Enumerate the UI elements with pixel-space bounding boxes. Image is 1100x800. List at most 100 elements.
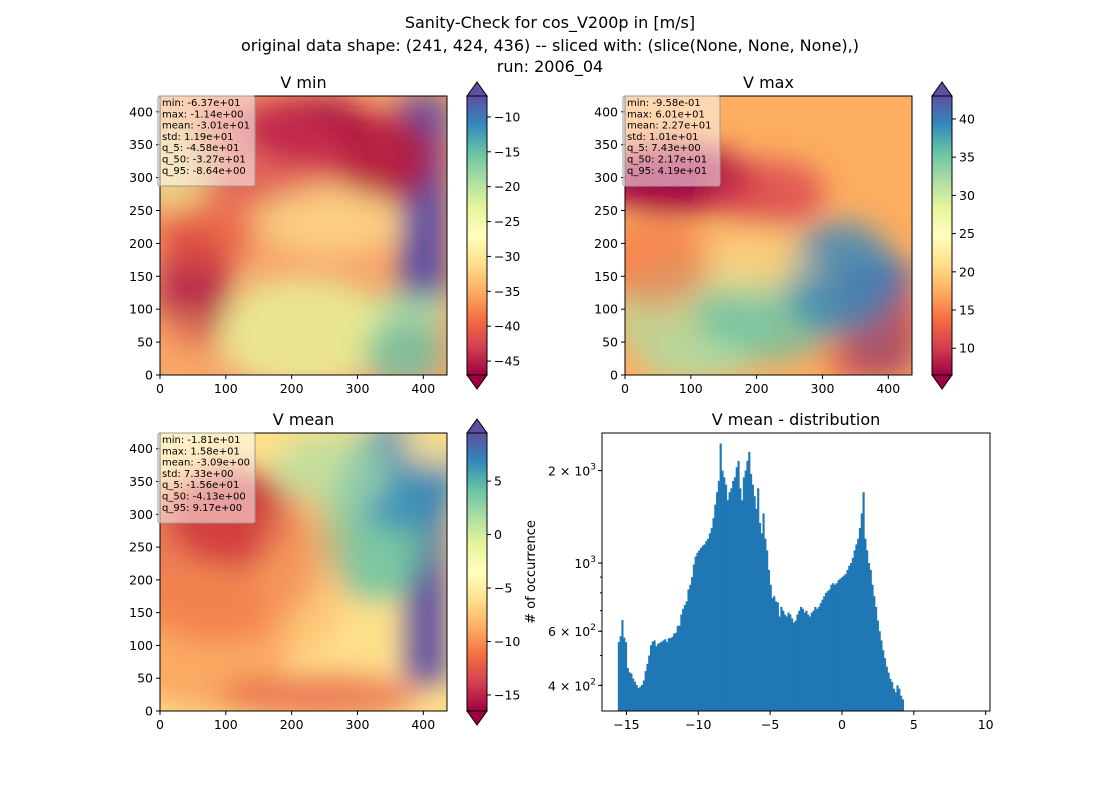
histogram-bar — [760, 533, 763, 711]
histogram-bar — [755, 508, 758, 711]
histogram-bar — [728, 492, 731, 711]
y-tick-label: 300 — [594, 170, 618, 185]
histogram-bar — [735, 467, 738, 711]
histogram-bar — [778, 616, 781, 711]
histogram-bar — [821, 599, 824, 711]
y-tick-label: 250 — [129, 203, 153, 218]
colorbar-tick-label: 10 — [959, 341, 975, 356]
heatmap-panel-1: V min 0 100 200 300 400 0 50 100 150 200 250 300 350 4… — [129, 73, 520, 396]
stats-line: q_95: 9.17e+00 — [162, 503, 242, 514]
stats-line: min: -9.58e-01 — [627, 98, 701, 109]
y-tick-label: 200 — [129, 236, 153, 251]
histogram-bar — [867, 563, 871, 711]
histogram-bar — [626, 667, 629, 711]
histogram-bar — [871, 584, 874, 711]
histogram-bar — [683, 605, 687, 711]
histogram-bar — [724, 484, 728, 711]
histogram-bar — [873, 596, 876, 711]
y-tick-label: 0 — [610, 368, 618, 383]
x-tick-label: 10 — [978, 717, 994, 732]
histogram-bar — [900, 695, 903, 711]
colorbar-extend-min — [466, 374, 488, 390]
histogram-bar — [766, 550, 769, 711]
histogram-bar — [730, 488, 733, 711]
histogram-bar — [882, 650, 885, 711]
colorbar-tick-label: −15 — [494, 144, 520, 159]
histogram-bar — [726, 500, 729, 711]
histogram-bar — [714, 504, 717, 711]
histogram-bar — [701, 545, 704, 711]
histogram-bar — [826, 591, 829, 711]
x-tick-label: −15 — [613, 717, 639, 732]
histogram-bar — [673, 633, 676, 711]
colorbar-extend-max — [466, 81, 488, 97]
y-tick-label: 50 — [137, 335, 153, 350]
y-tick-label: 250 — [129, 540, 153, 555]
histogram-bar — [789, 614, 792, 711]
colorbar-tick-label: −10 — [494, 109, 520, 124]
y-tick-label: 400 — [594, 104, 618, 119]
histogram-bar — [639, 686, 642, 711]
histogram-bar — [876, 620, 879, 711]
x-tick-label: 300 — [811, 381, 835, 396]
histogram-bar — [633, 681, 637, 711]
histogram-bar — [651, 641, 654, 711]
histogram-bar — [689, 584, 692, 711]
histogram-bar — [744, 470, 747, 711]
histogram-bar — [853, 550, 856, 711]
histogram-bar — [696, 552, 699, 711]
stats-line: q_50: -3.27e+01 — [162, 155, 246, 166]
histogram-bar — [839, 578, 842, 711]
colorbar: −45 −40 −35 −30 −25 −20 −15 −10 — [466, 81, 520, 390]
x-tick-label: 400 — [876, 381, 900, 396]
x-tick-label: 400 — [411, 717, 435, 732]
x-tick-label: −10 — [685, 717, 711, 732]
histogram-bar — [780, 606, 783, 711]
histogram-bar — [666, 642, 669, 711]
histogram-bar — [857, 538, 860, 711]
colorbar: 10 15 20 25 30 35 40 — [931, 81, 975, 390]
histogram-bar — [632, 678, 635, 711]
x-tick-label: 400 — [411, 381, 435, 396]
panel-title: V min — [280, 73, 326, 92]
histogram-bar — [894, 692, 897, 711]
x-tick-label: 300 — [346, 717, 370, 732]
histogram-bar — [791, 618, 794, 711]
histogram-bar — [896, 685, 899, 711]
histogram-bar — [642, 680, 645, 711]
histogram-bar — [630, 673, 633, 711]
stats-line: max: -1.14e+00 — [162, 109, 243, 120]
histogram-bar — [875, 606, 878, 711]
suptitle-line-3: run: 2006_04 — [496, 57, 604, 76]
histogram-bar — [687, 589, 690, 711]
histogram-bar — [848, 565, 851, 711]
histogram-bar — [901, 699, 904, 711]
histogram-bar — [717, 480, 720, 711]
x-tick-label: 100 — [679, 381, 703, 396]
histogram-bar — [646, 663, 649, 711]
histogram-bar — [805, 610, 808, 711]
stats-line: max: 6.01e+01 — [627, 109, 705, 120]
histogram-bar — [866, 550, 869, 711]
histogram-bar — [828, 589, 831, 711]
histogram-bar — [708, 533, 712, 711]
histogram-bar — [803, 612, 806, 711]
histogram-bar — [707, 538, 710, 711]
histogram-bar — [748, 451, 751, 711]
y-tick-label: 0 — [145, 368, 153, 383]
histogram-bar — [664, 639, 667, 711]
histogram-bar — [749, 473, 753, 711]
histogram-bar — [737, 460, 740, 711]
histogram-bar — [644, 671, 647, 711]
histogram-bar — [671, 636, 674, 711]
histogram-bar — [705, 540, 708, 711]
histogram-bar — [710, 528, 713, 711]
y-tick-label: 50 — [137, 671, 153, 686]
histogram-bar — [649, 645, 653, 711]
histogram-bar — [825, 592, 828, 711]
stats-line: q_50: -4.13e+00 — [162, 492, 246, 503]
histogram-bar — [733, 477, 737, 711]
x-tick-label: 0 — [838, 717, 846, 732]
histogram-bar — [823, 596, 826, 711]
histogram-bar — [785, 616, 788, 711]
